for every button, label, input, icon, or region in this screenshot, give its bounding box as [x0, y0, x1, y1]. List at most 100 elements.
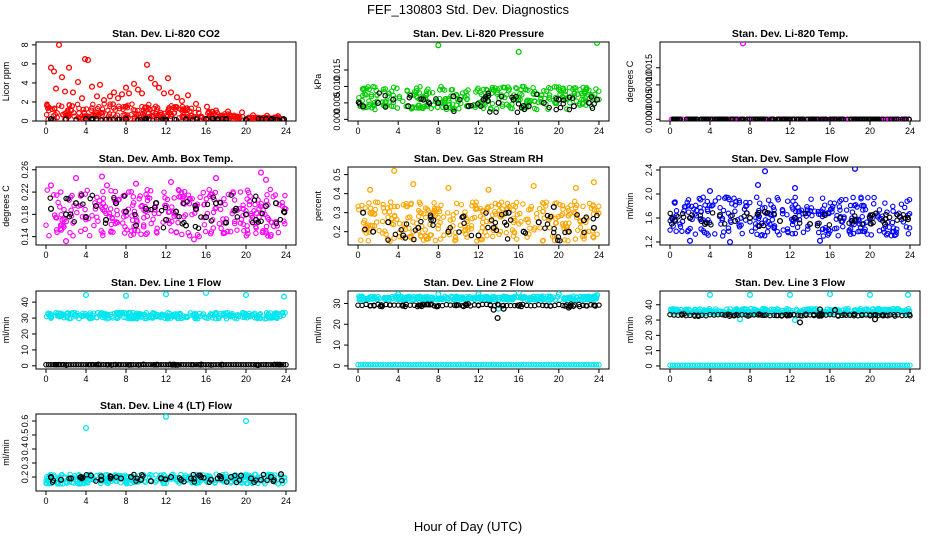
data-point	[87, 310, 93, 316]
data-point	[370, 228, 377, 235]
data-point	[391, 167, 398, 174]
data-point	[827, 362, 833, 368]
data-point	[576, 100, 583, 107]
data-point	[162, 291, 170, 298]
data-point	[62, 211, 70, 218]
data-point	[208, 218, 215, 224]
y-tick-label: 2	[20, 99, 30, 104]
data-point	[258, 361, 264, 368]
data-point	[212, 205, 218, 212]
data-point	[498, 362, 504, 368]
series-1	[43, 169, 289, 245]
series-1	[356, 42, 602, 113]
data-point	[521, 106, 528, 113]
data-point	[69, 89, 77, 96]
data-point	[425, 362, 432, 368]
x-tick-label: 24	[281, 374, 291, 384]
data-point	[709, 362, 716, 368]
data-point	[237, 472, 245, 479]
data-point	[576, 362, 582, 368]
y-tick-label: 0	[20, 363, 30, 368]
data-point	[450, 216, 456, 222]
data-point	[807, 362, 813, 368]
data-point	[66, 113, 72, 119]
data-point	[128, 232, 134, 239]
data-point	[894, 217, 900, 223]
data-point	[667, 362, 673, 368]
y-tick-label: 0	[332, 363, 342, 368]
data-point	[244, 473, 250, 479]
data-point	[263, 361, 269, 368]
data-point	[499, 103, 506, 109]
data-point	[523, 362, 529, 368]
data-point	[205, 361, 212, 368]
data-point	[415, 227, 422, 234]
data-point	[852, 362, 858, 368]
x-tick-label: 12	[161, 374, 171, 384]
data-point	[355, 362, 361, 368]
data-point	[158, 472, 165, 478]
data-point	[429, 89, 436, 96]
data-point	[182, 472, 189, 479]
data-point	[514, 211, 521, 218]
x-tick-label: 4	[83, 250, 88, 260]
data-point	[779, 206, 786, 213]
data-point	[739, 306, 745, 313]
data-point	[176, 310, 183, 317]
data-point	[238, 109, 246, 116]
data-point	[495, 362, 502, 368]
data-point	[707, 202, 713, 208]
data-point	[582, 294, 589, 300]
data-point	[866, 116, 872, 121]
y-tick-label: 0.2	[332, 225, 342, 238]
data-point	[545, 84, 552, 91]
data-point	[677, 362, 683, 368]
data-point	[432, 237, 439, 244]
data-point	[88, 107, 95, 114]
data-point	[571, 198, 578, 205]
data-point	[144, 213, 151, 220]
data-point	[170, 361, 177, 368]
data-point	[83, 216, 89, 223]
data-point	[203, 196, 210, 202]
data-point	[63, 361, 69, 368]
data-point	[146, 195, 153, 201]
data-point	[876, 207, 883, 213]
data-point	[68, 207, 74, 214]
y-axis-label: ml/min	[1, 439, 11, 466]
data-point	[93, 116, 100, 121]
data-point	[206, 186, 212, 193]
data-point	[772, 362, 778, 368]
data-point	[135, 107, 141, 114]
data-point	[143, 361, 149, 368]
data-point	[180, 361, 187, 368]
data-point	[114, 211, 121, 218]
y-axis-label: percent	[313, 190, 323, 221]
data-point	[717, 204, 723, 211]
data-point	[520, 201, 526, 207]
data-point	[485, 186, 492, 193]
data-point	[110, 101, 116, 107]
data-point	[250, 361, 257, 368]
data-point	[759, 232, 765, 238]
data-point	[203, 361, 209, 368]
x-tick-label: 16	[201, 374, 211, 384]
data-point	[135, 117, 141, 121]
data-point	[513, 85, 520, 92]
data-point	[477, 89, 484, 96]
data-point	[582, 90, 588, 97]
data-point	[765, 224, 772, 230]
series-2	[47, 115, 288, 121]
data-point	[430, 362, 437, 368]
data-point	[363, 92, 369, 98]
data-point	[673, 228, 679, 235]
data-point	[372, 362, 379, 368]
data-point	[744, 362, 751, 368]
data-point	[118, 91, 126, 98]
y-tick-label: 30	[20, 313, 30, 323]
data-point	[834, 362, 841, 368]
data-point	[441, 232, 447, 239]
data-point	[465, 103, 472, 110]
data-point	[739, 42, 747, 47]
data-point	[819, 195, 826, 201]
